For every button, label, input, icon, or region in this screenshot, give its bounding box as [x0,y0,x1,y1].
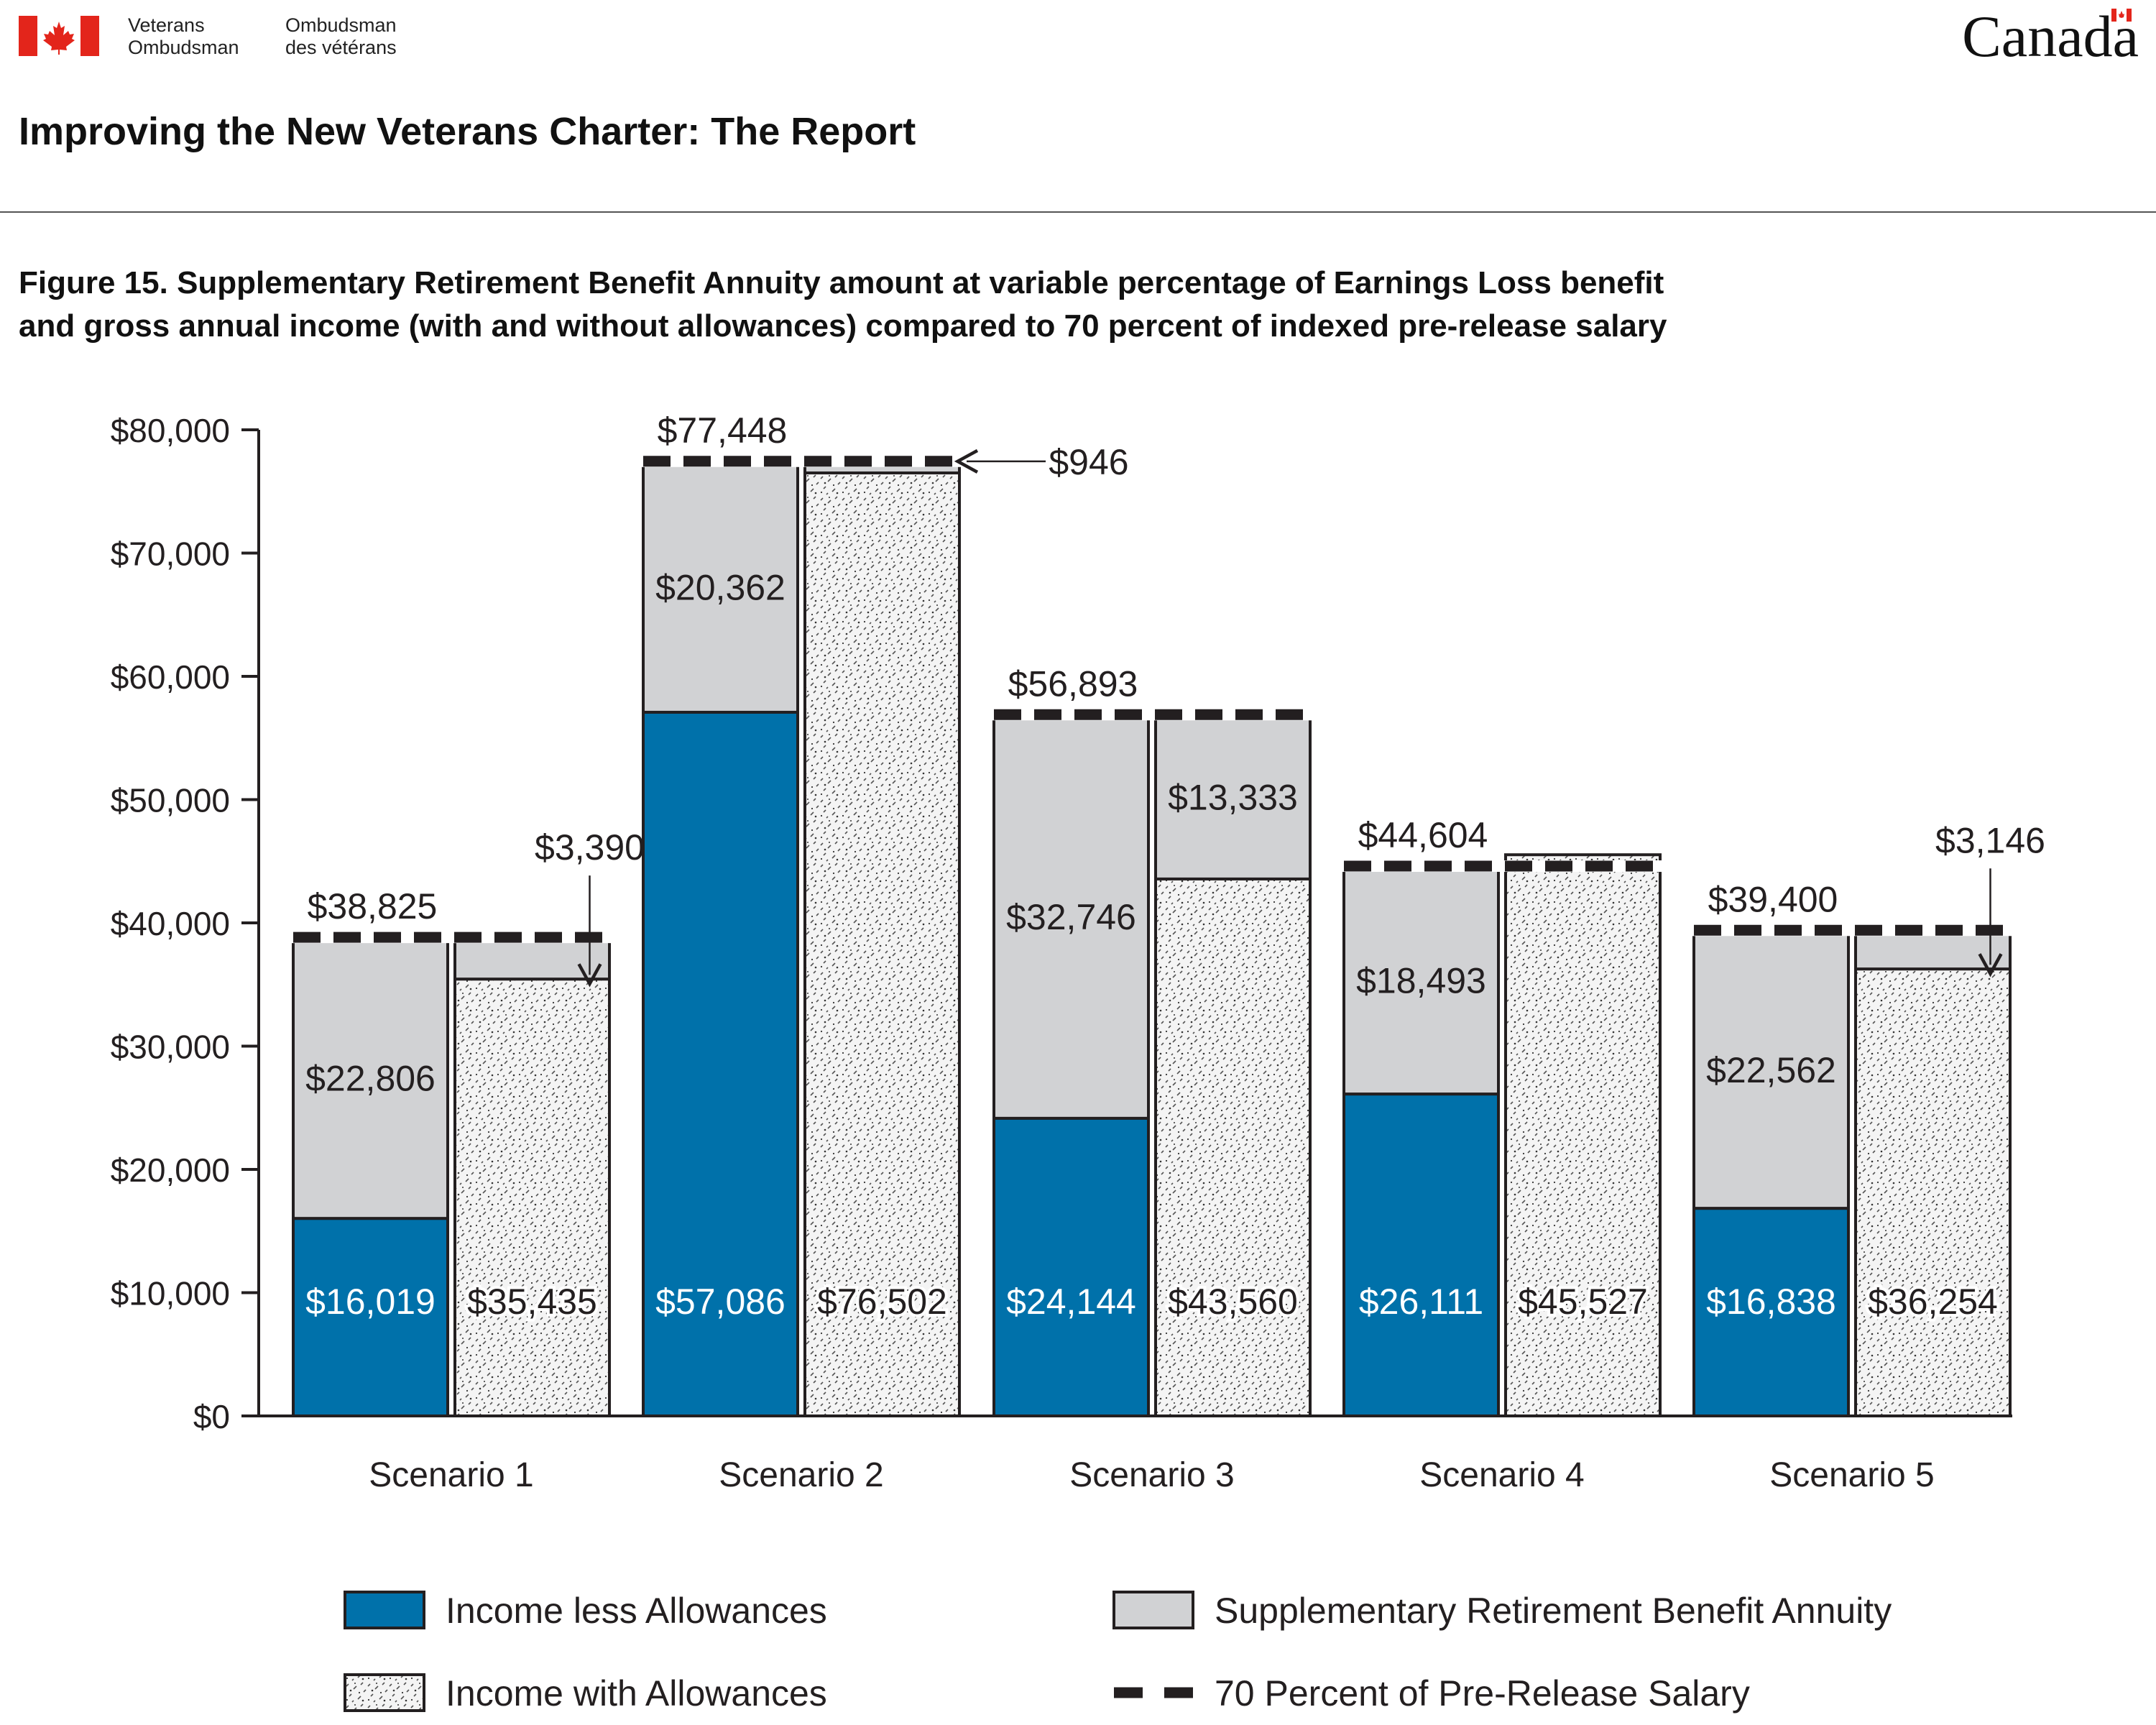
bar-sra-right [1854,929,2012,971]
y-tick-label: $10,000 [111,1275,230,1312]
y-tick-label: $20,000 [111,1151,230,1189]
bar-income-with-allowances [1504,853,1662,1417]
y-tick-label: $0 [193,1398,230,1435]
label-sra-left: $22,806 [305,1059,436,1099]
label-sra-right: $13,333 [1168,778,1298,818]
bar-sra-right [1154,713,1312,880]
label-sra-right: $3,390 [535,827,645,868]
label-seventy-percent: $56,893 [1008,663,1138,704]
canada-wordmark: Canada [1909,0,2139,72]
x-tick-label: Scenario 1 [369,1456,533,1494]
label-seventy-percent: $39,400 [1708,879,1838,919]
org-fr-line1: Ombudsman [285,14,397,36]
bar-sra-right [453,936,611,981]
legend-swatch-sra [1112,1591,1194,1629]
data-labels: $16,019 $35,435 $22,806 $38,825 Scenario 1 $3… [305,410,2045,1494]
bars [292,455,2012,1418]
label-seventy-percent: $38,825 [308,886,438,926]
label-sra-left: $20,362 [655,567,786,607]
dash-line-bg [642,455,961,467]
legend: Income less Allowances Supplementary Reti… [344,1591,1892,1714]
label-income-with-allowances: $35,435 [467,1282,597,1322]
org-en-line2: Ombudsman [128,37,239,58]
label-seventy-percent: $44,604 [1358,815,1488,855]
y-tick-label: $60,000 [111,658,230,696]
header-divider [0,211,2156,213]
label-income-less-allowances: $57,086 [655,1282,786,1322]
label-income-with-allowances: $43,560 [1168,1282,1298,1322]
org-fr-line2: des vétérans [285,37,397,58]
y-tick-label: $80,000 [111,412,230,449]
bar-income-less-allowances [642,710,799,1417]
report-title: Improving the New Veterans Charter: The … [19,110,916,153]
bar-income-with-allowances [453,978,611,1418]
bar-income-with-allowances [1854,967,2012,1417]
label-income-less-allowances: $16,838 [1706,1282,1836,1322]
dash-line-bg [292,932,611,944]
org-name-english: Veterans Ombudsman [128,14,239,59]
legend-label: 70 Percent of Pre-Release Salary [1215,1673,1750,1714]
label-income-with-allowances: $76,502 [817,1282,947,1322]
label-sra-right: $946 [1049,442,1128,482]
x-tick-label: Scenario 4 [1419,1456,1584,1494]
page-header: Veterans Ombudsman Ombudsman des vétéran… [0,0,2156,213]
y-tick-label: $30,000 [111,1029,230,1066]
bar-income-less-allowances [1692,1207,1850,1417]
bar-sra-left [1692,929,1850,1210]
label-income-less-allowances: $26,111 [1359,1282,1483,1322]
figure-title-line1: Figure 15. Supplementary Retirement Bene… [19,265,1664,300]
bar-income-with-allowances [803,471,961,1417]
figure-title-line2: and gross annual income (with and withou… [19,308,1667,344]
label-income-with-allowances: $36,254 [1868,1282,1998,1322]
canada-wordmark-text: Canada [1962,4,2139,69]
org-en-line1: Veterans [128,14,205,36]
label-seventy-percent: $77,448 [658,410,788,451]
dash-line-bg [1342,860,1662,873]
label-income-with-allowances: $45,527 [1518,1282,1648,1322]
bar-income-less-allowances [292,1217,449,1418]
org-name-french: Ombudsman des vétérans [285,14,397,59]
canada-flag-icon [19,16,99,56]
bar-sra-left [642,459,799,714]
label-sra-right: $3,146 [1935,820,2045,860]
legend-swatch-income-less [344,1591,425,1629]
legend-swatch-income-with [344,1673,425,1712]
x-tick-label: Scenario 3 [1069,1456,1234,1494]
wordmark-flag-icon [2111,9,2132,22]
figure-title: Figure 15. Supplementary Retirement Bene… [19,262,2103,348]
y-tick-label: $50,000 [111,782,230,819]
bar-sra-left [1342,865,1500,1096]
legend-label: Income with Allowances [446,1673,827,1714]
label-income-less-allowances: $16,019 [305,1282,436,1322]
legend-label: Supplementary Retirement Benefit Annuity [1215,1591,1892,1631]
bar-sra-left [992,713,1150,1120]
dash-line-bg [1692,924,2012,937]
x-tick-label: Scenario 2 [719,1456,883,1494]
bar-income-with-allowances [1154,877,1312,1418]
dash-line-bg [992,709,1312,721]
legend-label: Income less Allowances [446,1591,827,1631]
label-sra-left: $32,746 [1006,897,1136,937]
bar-income-less-allowances [992,1116,1150,1418]
label-sra-left: $18,493 [1356,961,1486,1001]
y-tick-label: $40,000 [111,905,230,942]
bar-income-less-allowances [1342,1092,1500,1417]
y-tick-label: $70,000 [111,535,230,573]
label-sra-left: $22,562 [1706,1050,1836,1090]
label-income-less-allowances: $24,144 [1006,1282,1136,1322]
x-tick-label: Scenario 5 [1769,1456,1934,1494]
